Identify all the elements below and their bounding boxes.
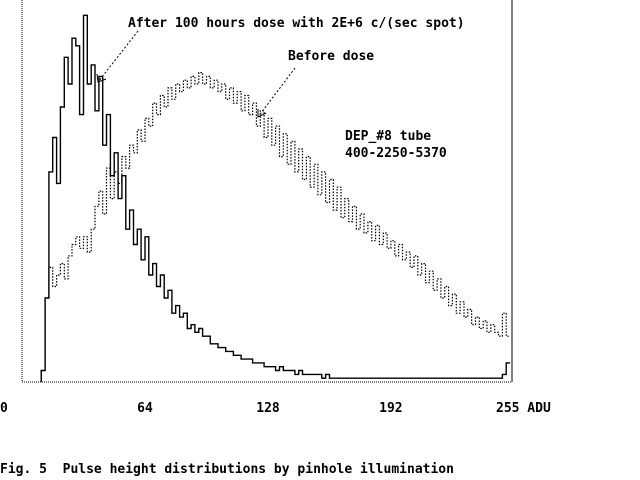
series-before-histogram [40, 72, 511, 382]
x-tick-label: 128 [256, 401, 280, 416]
arrow-before-dose [257, 67, 296, 118]
x-tick-label: 255 ADU [496, 401, 551, 416]
arrow-after-dose [96, 30, 139, 83]
x-tick-label: 192 [379, 401, 402, 416]
tube-label-line-2: 400-2250-5370 [345, 146, 447, 161]
x-tick-label: 0 [0, 401, 8, 416]
x-tick-label: 64 [137, 401, 153, 416]
figure-caption: Fig. 5 Pulse height distributions by pin… [0, 462, 454, 477]
annotation-after-dose: After 100 hours dose with 2E+6 c/(sec sp… [128, 16, 465, 31]
annotation-before-dose: Before dose [288, 49, 374, 64]
tube-label-line-1: DEP_#8 tube [345, 129, 431, 144]
series-after-histogram [40, 14, 511, 382]
